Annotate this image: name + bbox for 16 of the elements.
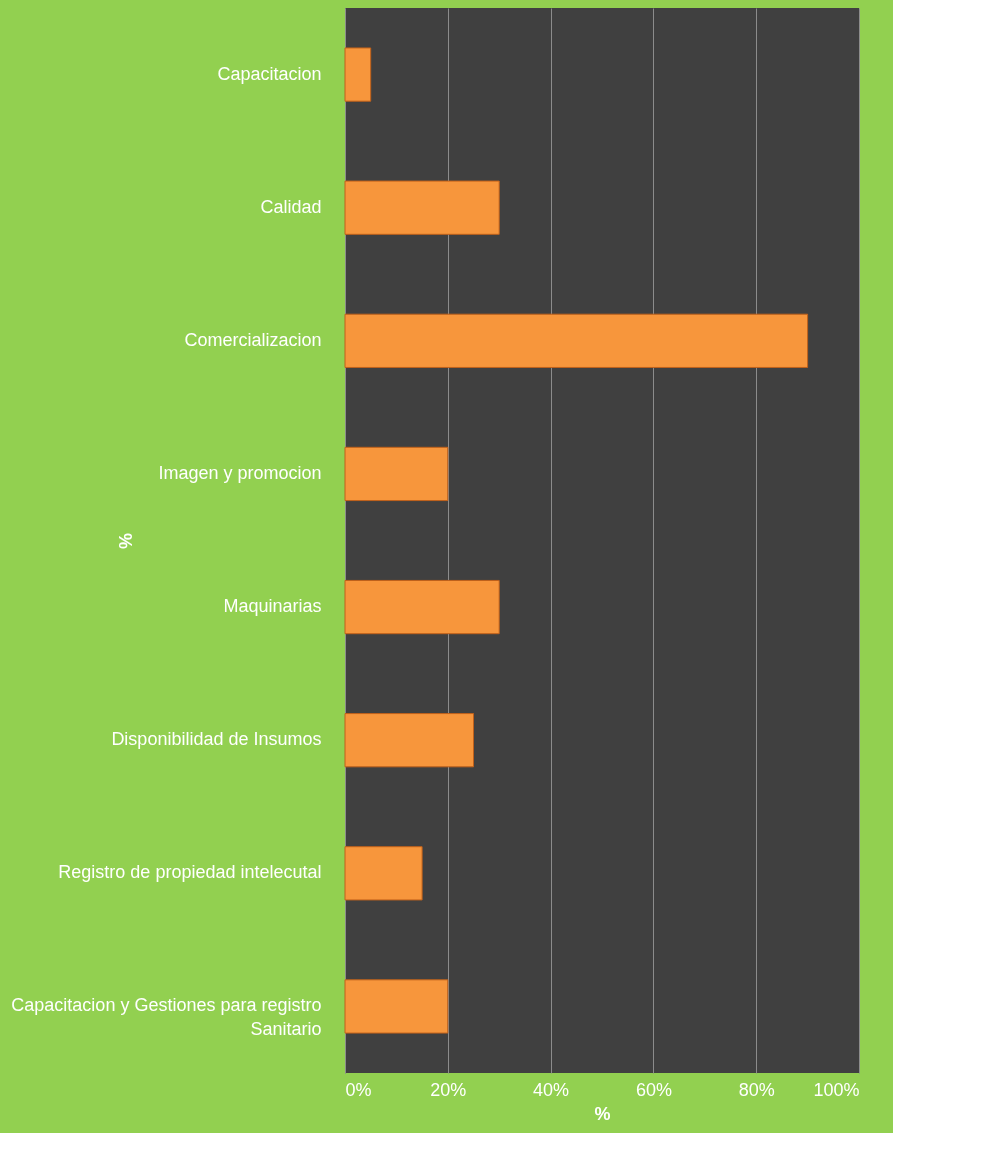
y-tick-label: Comercializacion xyxy=(184,329,322,350)
x-tick-label: 60% xyxy=(635,1079,672,1100)
y-tick-label: Disponibilidad de Insumos xyxy=(111,729,322,750)
y-tick-label: Capacitacion xyxy=(217,63,322,84)
y-tick-label: Capacitacion y Gestiones para registro Sanitario xyxy=(11,995,322,1040)
x-tick-label: 100% xyxy=(813,1079,860,1100)
x-tick-label: 0% xyxy=(345,1079,372,1100)
x-axis-title: % xyxy=(594,1103,611,1124)
x-tick-label: 80% xyxy=(738,1079,775,1100)
y-axis-title: % xyxy=(115,532,136,550)
y-tick-label: Imagen y promocion xyxy=(158,462,322,483)
y-tick-label: Calidad xyxy=(260,196,322,217)
y-tick-label: Maquinarias xyxy=(223,596,322,617)
y-tick-label: Registro de propiedad intelecutal xyxy=(58,862,322,883)
x-tick-label: 40% xyxy=(533,1079,570,1100)
x-tick-label: 20% xyxy=(430,1079,467,1100)
